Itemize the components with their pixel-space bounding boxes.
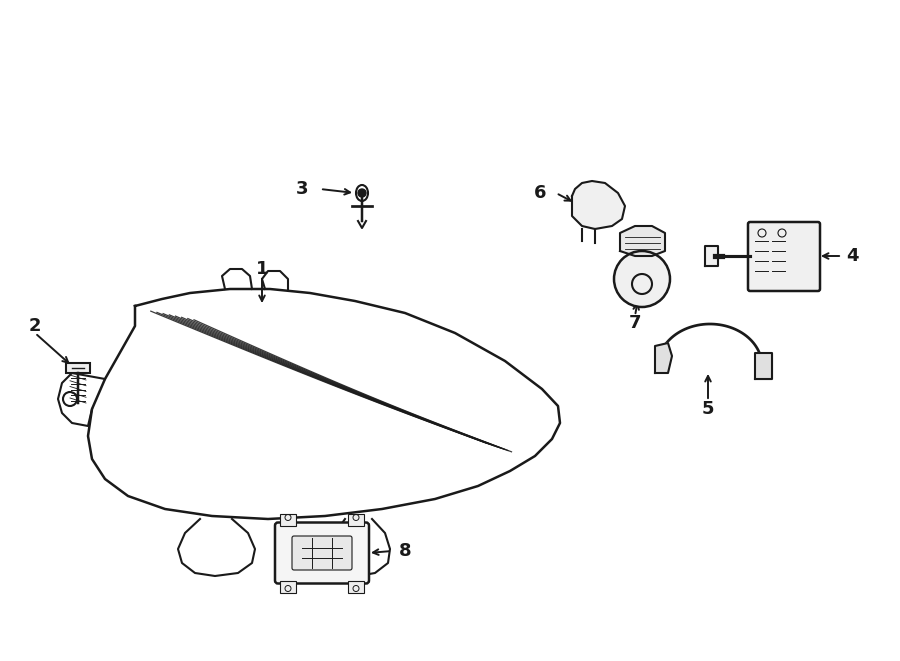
Polygon shape [280,580,296,592]
Circle shape [614,251,670,307]
Polygon shape [655,343,672,373]
Polygon shape [755,353,772,379]
FancyBboxPatch shape [275,522,369,584]
Text: 6: 6 [534,184,546,202]
FancyBboxPatch shape [292,536,352,570]
Polygon shape [348,580,364,592]
Polygon shape [348,514,364,525]
Polygon shape [572,181,625,229]
FancyBboxPatch shape [748,222,820,291]
Polygon shape [620,226,665,256]
Polygon shape [705,246,718,266]
Polygon shape [66,363,90,373]
Text: 5: 5 [702,400,715,418]
Text: 7: 7 [629,314,641,332]
Text: 2: 2 [29,317,41,335]
Text: 1: 1 [256,260,268,278]
Text: 4: 4 [846,247,859,265]
Text: 8: 8 [399,542,411,560]
Text: 3: 3 [296,180,308,198]
Polygon shape [280,514,296,525]
Circle shape [358,189,366,197]
